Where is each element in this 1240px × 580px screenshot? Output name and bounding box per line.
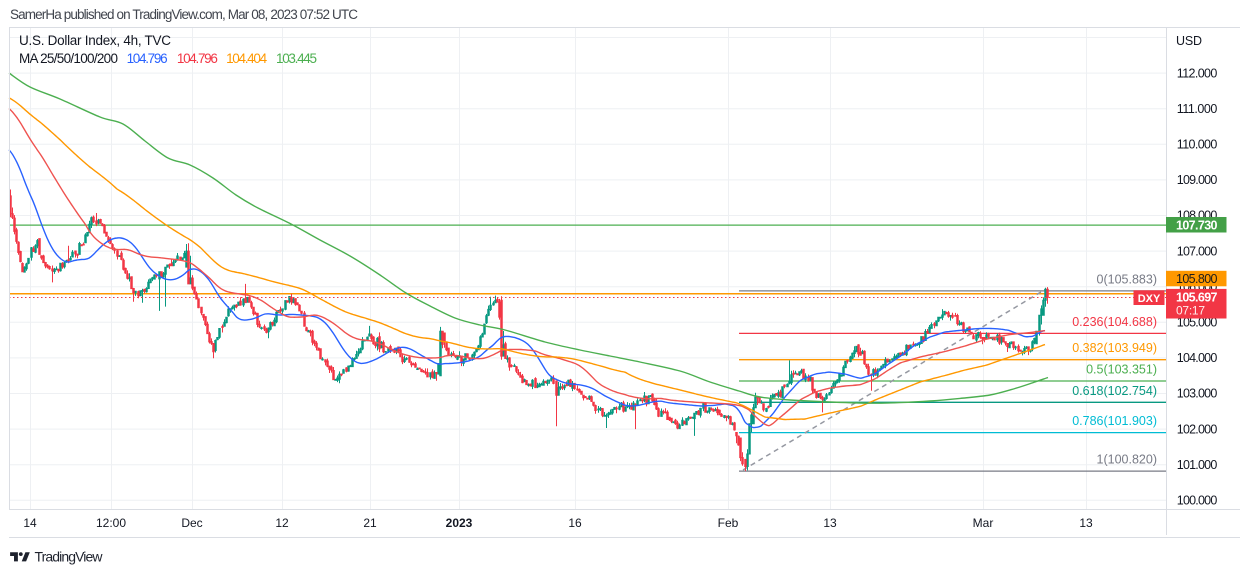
svg-text:104.796: 104.796 bbox=[177, 51, 218, 66]
svg-text:0.618(102.754): 0.618(102.754) bbox=[1072, 384, 1157, 398]
svg-text:0.786(101.903): 0.786(101.903) bbox=[1072, 414, 1157, 428]
svg-text:105.000: 105.000 bbox=[1177, 316, 1218, 330]
svg-text:111.000: 111.000 bbox=[1177, 102, 1218, 116]
svg-text:112.000: 112.000 bbox=[1177, 66, 1218, 80]
svg-text:MA 25/50/100/200: MA 25/50/100/200 bbox=[19, 51, 118, 66]
svg-text:104.404: 104.404 bbox=[226, 51, 267, 66]
svg-text:105.800: 105.800 bbox=[1176, 272, 1218, 286]
svg-text:Mar: Mar bbox=[973, 516, 994, 530]
svg-text:12: 12 bbox=[275, 516, 289, 530]
svg-text:Feb: Feb bbox=[718, 516, 739, 530]
svg-text:103.445: 103.445 bbox=[276, 51, 317, 66]
svg-text:SamerHa published on TradingVi: SamerHa published on TradingView.com, Ma… bbox=[10, 7, 358, 22]
svg-text:TradingView: TradingView bbox=[35, 549, 104, 565]
svg-text:104.796: 104.796 bbox=[127, 51, 168, 66]
svg-text:2023: 2023 bbox=[446, 516, 473, 530]
svg-text:100.000: 100.000 bbox=[1177, 494, 1218, 508]
svg-text:21: 21 bbox=[363, 516, 377, 530]
svg-text:USD: USD bbox=[1176, 34, 1202, 48]
svg-text:0(105.883): 0(105.883) bbox=[1097, 272, 1157, 286]
svg-text:07:17: 07:17 bbox=[1176, 304, 1205, 318]
svg-text:107.000: 107.000 bbox=[1177, 244, 1218, 258]
svg-text:Dec: Dec bbox=[181, 516, 202, 530]
svg-text:101.000: 101.000 bbox=[1177, 458, 1218, 472]
svg-text:102.000: 102.000 bbox=[1177, 422, 1218, 436]
svg-text:109.000: 109.000 bbox=[1177, 173, 1218, 187]
svg-text:13: 13 bbox=[823, 516, 837, 530]
svg-text:U.S. Dollar Index, 4h, TVC: U.S. Dollar Index, 4h, TVC bbox=[19, 33, 171, 48]
svg-text:14: 14 bbox=[23, 516, 37, 530]
svg-text:104.000: 104.000 bbox=[1177, 351, 1218, 365]
svg-text:105.697: 105.697 bbox=[1176, 290, 1218, 304]
svg-text:107.730: 107.730 bbox=[1176, 218, 1218, 232]
svg-text:110.000: 110.000 bbox=[1177, 138, 1218, 152]
svg-text:1(100.820): 1(100.820) bbox=[1097, 453, 1157, 467]
svg-text:0.5(103.351): 0.5(103.351) bbox=[1086, 363, 1157, 377]
svg-text:16: 16 bbox=[568, 516, 582, 530]
svg-text:12:00: 12:00 bbox=[96, 516, 126, 530]
svg-text:0.236(104.688): 0.236(104.688) bbox=[1072, 315, 1157, 329]
svg-text:0.382(103.949): 0.382(103.949) bbox=[1072, 341, 1157, 355]
svg-text:13: 13 bbox=[1079, 516, 1093, 530]
svg-text:103.000: 103.000 bbox=[1177, 387, 1218, 401]
svg-text:DXY: DXY bbox=[1138, 293, 1161, 305]
